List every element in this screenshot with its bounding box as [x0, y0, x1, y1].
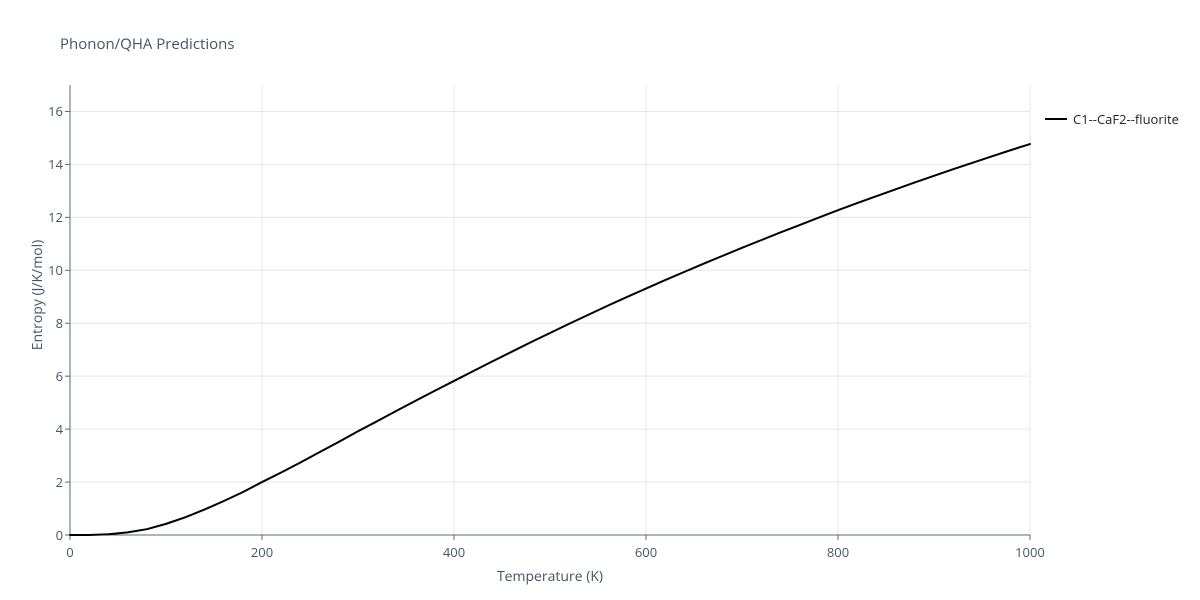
y-tick-label: 8 — [35, 314, 63, 332]
y-tick-label: 6 — [35, 367, 63, 385]
y-tick-label: 0 — [35, 526, 63, 544]
x-tick-label: 200 — [247, 543, 277, 561]
x-tick-label: 0 — [55, 543, 85, 561]
y-tick-label: 16 — [35, 102, 63, 120]
y-tick-label: 12 — [35, 208, 63, 226]
chart-canvas — [0, 0, 1200, 600]
y-tick-label: 14 — [35, 155, 63, 173]
y-tick-label: 4 — [35, 420, 63, 438]
x-tick-label: 400 — [439, 543, 469, 561]
x-tick-label: 600 — [631, 543, 661, 561]
y-tick-label: 10 — [35, 261, 63, 279]
x-tick-label: 1000 — [1015, 543, 1045, 561]
y-tick-label: 2 — [35, 473, 63, 491]
x-tick-label: 800 — [823, 543, 853, 561]
